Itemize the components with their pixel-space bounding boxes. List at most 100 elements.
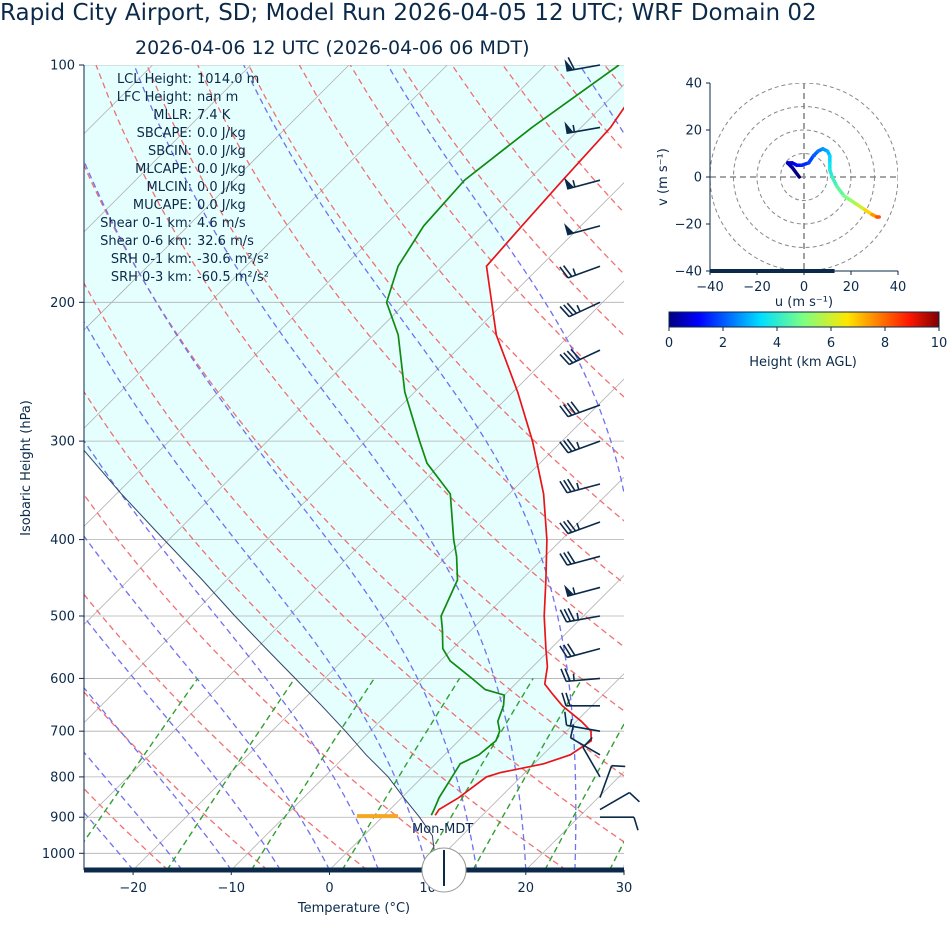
barb-full (559, 645, 568, 658)
isotherm-line (84, 65, 546, 527)
mixing-ratio-line (84, 678, 199, 843)
cape-shading (84, 65, 624, 870)
dry-adiabat (84, 493, 468, 870)
stat-value: 1014.0 m (197, 72, 260, 87)
barb-full (566, 643, 576, 656)
barb-full (559, 522, 569, 535)
barb-full (565, 692, 571, 707)
barb-full (570, 401, 580, 414)
barb-flag (564, 223, 574, 235)
barb-staff (567, 404, 601, 418)
stat-row: MUCAPE: 0.0 J/kg (84, 198, 274, 216)
dry-adiabat (84, 281, 624, 843)
barb-full (566, 551, 576, 564)
barb-staff (567, 440, 601, 454)
barb-flag (564, 121, 574, 134)
y-tick-label: 1000 (42, 847, 75, 862)
hodograph-x-tick-label: 40 (890, 280, 907, 295)
skew-t-axes: −20 −10 0 10 20 30100090080070060050040030020… (19, 59, 632, 917)
barb-flag (564, 584, 574, 597)
x-tick-label: −10 (218, 881, 245, 896)
stat-value: 32.6 m/s (197, 234, 254, 249)
wind-barb (564, 711, 601, 732)
barb-full (562, 520, 573, 533)
barb-half (576, 482, 580, 490)
wind-barb (559, 608, 601, 623)
wind-barb (559, 401, 601, 418)
barb-full (582, 736, 593, 749)
local-time-label: Mon-MDT (412, 822, 474, 837)
barb-staff (599, 791, 630, 811)
barb-staff (568, 301, 601, 318)
hodograph-y-tick-label: 40 (685, 77, 702, 92)
hodograph-x-tick-label: −40 (696, 280, 723, 295)
moist-adiabat (84, 320, 429, 870)
hodograph-segment (830, 175, 839, 189)
barb-full (563, 608, 572, 622)
moist-adiabat (84, 811, 134, 870)
dry-adiabat (298, 65, 624, 460)
moist-adiabat (84, 535, 331, 870)
stat-label: Shear 0-1 km: (100, 216, 192, 231)
barb-staff (567, 265, 601, 279)
y-tick-label: 300 (50, 435, 75, 450)
barb-full (566, 350, 578, 362)
dry-adiabat (146, 65, 624, 648)
barb-full (628, 791, 640, 803)
hodograph-x-tick-label: 0 (800, 280, 808, 295)
wind-barb (564, 57, 601, 72)
barb-full (563, 304, 574, 316)
dewpoint-line (385, 65, 620, 816)
barb-half (572, 124, 576, 133)
skew-t-background-lines (84, 65, 828, 870)
wind-barb (564, 584, 601, 598)
hodograph-y-tick-label: 20 (685, 124, 702, 139)
barb-full (559, 405, 569, 418)
barb-full (566, 438, 577, 451)
y-axis-label: Isobaric Height (hPa) (19, 400, 34, 536)
height-colorbar (668, 311, 940, 328)
barb-full (563, 352, 574, 364)
stat-row: SRH 0-1 km: -30.6 m²/s² (84, 252, 274, 270)
page-title: Rapid City Airport, SD; Model Run 2026-0… (0, 0, 817, 26)
stat-row: LFC Height: nan m (84, 90, 274, 108)
barb-staff (566, 724, 601, 732)
stat-value: 0.0 J/kg (197, 144, 246, 159)
wind-barb (564, 177, 601, 190)
mixing-ratio-line (166, 678, 296, 870)
hodograph-segment (835, 184, 846, 198)
stat-value: -30.6 m²/s² (197, 252, 270, 267)
barb-full (561, 692, 567, 707)
barb-full (563, 644, 572, 657)
barb-full (562, 265, 573, 277)
hodograph-x-tick-label: 20 (843, 280, 860, 295)
hodograph-x-tick-label: −20 (743, 280, 770, 295)
temperature-line (434, 106, 624, 816)
x-tick-label: 0 (325, 881, 333, 896)
barb-full (563, 479, 572, 493)
mixing-ratio-line (419, 678, 534, 870)
stat-label: LFC Height: (116, 90, 192, 105)
barb-full (559, 306, 570, 318)
barb-staff (570, 737, 601, 756)
barb-staff (566, 179, 601, 190)
barb-staff (582, 747, 601, 778)
wind-barb (560, 668, 601, 683)
wind-barb (559, 478, 601, 494)
isotherm-line (84, 65, 350, 331)
hodograph-plot-area (710, 83, 898, 271)
barb-half (576, 441, 581, 449)
barb-full (570, 348, 581, 360)
barb-full (569, 724, 575, 738)
stat-label: SBCAPE: (136, 126, 192, 141)
wind-barb (559, 301, 601, 318)
barb-full (611, 764, 626, 768)
x-axis-label: Temperature (°C) (297, 901, 410, 916)
wind-barb (599, 764, 626, 798)
stat-label: SRH 0-3 km: (110, 270, 192, 285)
barb-half (576, 612, 580, 620)
moist-adiabat (722, 65, 828, 870)
barb-full (562, 403, 573, 416)
